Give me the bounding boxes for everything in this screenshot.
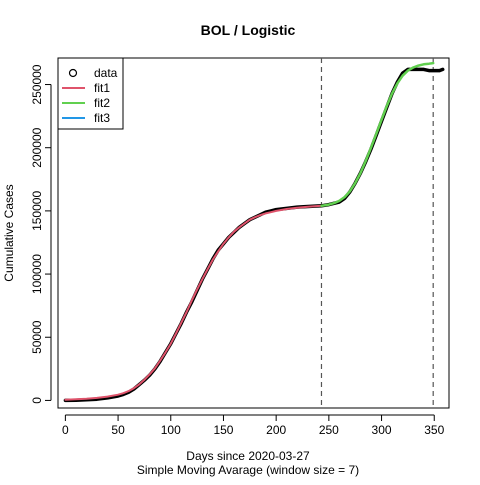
series-line-fit1: [64, 204, 323, 401]
y-axis: 0 50000 100000 150000 200000 250000: [30, 64, 52, 404]
y-tick-label: 250000: [30, 64, 44, 104]
x-axis-label: Days since 2020-03-27: [186, 449, 310, 463]
x-tick-label: 200: [266, 423, 286, 437]
series-layer: [63, 61, 445, 403]
x-tick-label: 100: [161, 423, 181, 437]
y-tick-label: 200000: [30, 127, 44, 167]
legend-label-fit2: fit2: [94, 96, 110, 110]
x-tick-label: 300: [372, 423, 392, 437]
vertical-reference-lines: [320, 58, 434, 408]
legend-label-data: data: [94, 66, 118, 80]
x-axis: 0 50 100 150 200 250 300 350: [62, 414, 445, 437]
series-line-fit2: [320, 61, 435, 208]
legend-marker-data: [68, 68, 78, 78]
y-tick-label: 100000: [30, 254, 44, 294]
chart-title: BOL / Logistic: [201, 22, 296, 38]
x-tick-label: 150: [213, 423, 233, 437]
y-tick-label: 0: [30, 397, 44, 404]
x-tick-label: 50: [111, 423, 125, 437]
y-tick-label: 150000: [30, 191, 44, 231]
legend-label-fit3: fit3: [94, 111, 110, 125]
y-tick-label: 50000: [30, 320, 44, 354]
legend-label-fit1: fit1: [94, 81, 110, 95]
chart-subtitle: Simple Moving Avarage (window size = 7): [137, 463, 359, 477]
x-tick-label: 350: [424, 423, 444, 437]
plot-frame: [57, 57, 450, 409]
x-tick-label: 0: [62, 423, 69, 437]
x-tick-label: 250: [319, 423, 339, 437]
y-axis-label: Cumulative Cases: [2, 184, 16, 281]
